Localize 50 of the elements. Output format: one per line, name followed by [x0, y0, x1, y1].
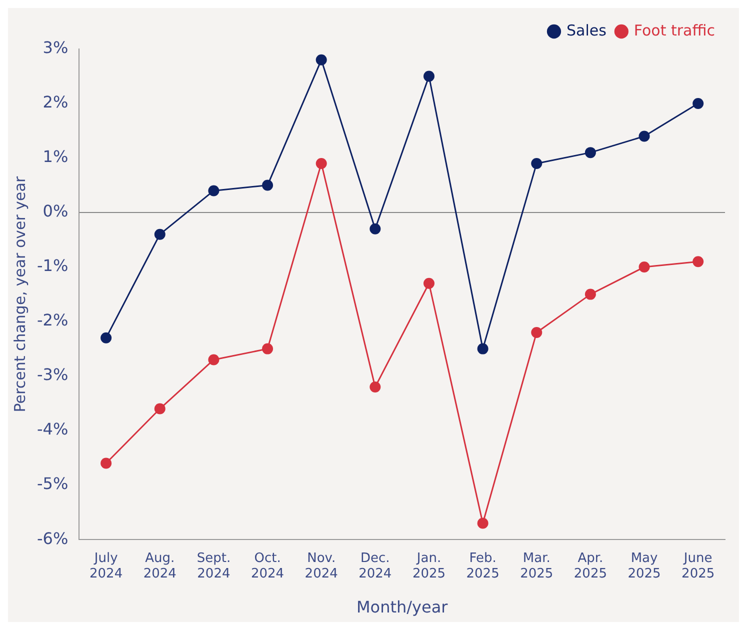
x-tick-label: Feb. 2025 [466, 550, 500, 582]
y-tick-label: 1% [42, 147, 68, 166]
y-tick-label: -3% [37, 365, 68, 384]
point [423, 70, 434, 82]
point [370, 223, 381, 234]
x-tick-label: Mar. 2025 [520, 550, 554, 582]
point [692, 256, 704, 268]
y-tick-label: 2% [42, 92, 68, 112]
point [638, 262, 650, 273]
point [477, 343, 488, 354]
point [638, 130, 650, 142]
x-tick-label: Oct. 2024 [250, 550, 284, 582]
point [370, 381, 381, 392]
point [154, 403, 166, 414]
point [208, 354, 220, 366]
x-tick-label: Nov. 2024 [304, 550, 338, 582]
y-tick-label: 3% [42, 38, 68, 58]
legend-label: Sales [566, 21, 607, 40]
x-tick-label: June 2025 [682, 550, 715, 582]
x-tick-label: Jan. 2025 [412, 550, 446, 582]
point [100, 458, 112, 469]
point [262, 343, 274, 354]
y-tick-label: 0% [42, 202, 68, 221]
y-tick-label: -5% [37, 474, 68, 494]
y-tick-label: -2% [37, 310, 68, 330]
point [208, 185, 220, 196]
point [154, 228, 166, 240]
point [316, 54, 327, 66]
x-tick-label: Aug. 2024 [143, 550, 176, 582]
point [477, 518, 488, 529]
y-tick-label: -1% [37, 256, 68, 276]
legend-label: Foot traffic [634, 21, 716, 40]
x-tick-label: Apr. 2025 [574, 550, 607, 582]
point [531, 158, 542, 169]
x-axis-title: Month/year [356, 598, 448, 617]
point [531, 326, 542, 338]
x-tick-label: July 2024 [90, 550, 123, 582]
point [692, 98, 704, 110]
point [423, 278, 434, 289]
point [584, 288, 596, 300]
x-tick-label: Dec. 2024 [358, 550, 392, 582]
y-tick-label: -6% [37, 528, 68, 548]
point [584, 147, 596, 158]
y-tick-label: -4% [37, 420, 68, 439]
point [100, 332, 112, 344]
y-axis-title: Percent change, year over year [10, 176, 29, 412]
x-tick-label: Sept. 2024 [196, 550, 231, 582]
point [262, 180, 274, 191]
point [316, 158, 327, 169]
x-tick-label: May 2025 [628, 550, 661, 582]
